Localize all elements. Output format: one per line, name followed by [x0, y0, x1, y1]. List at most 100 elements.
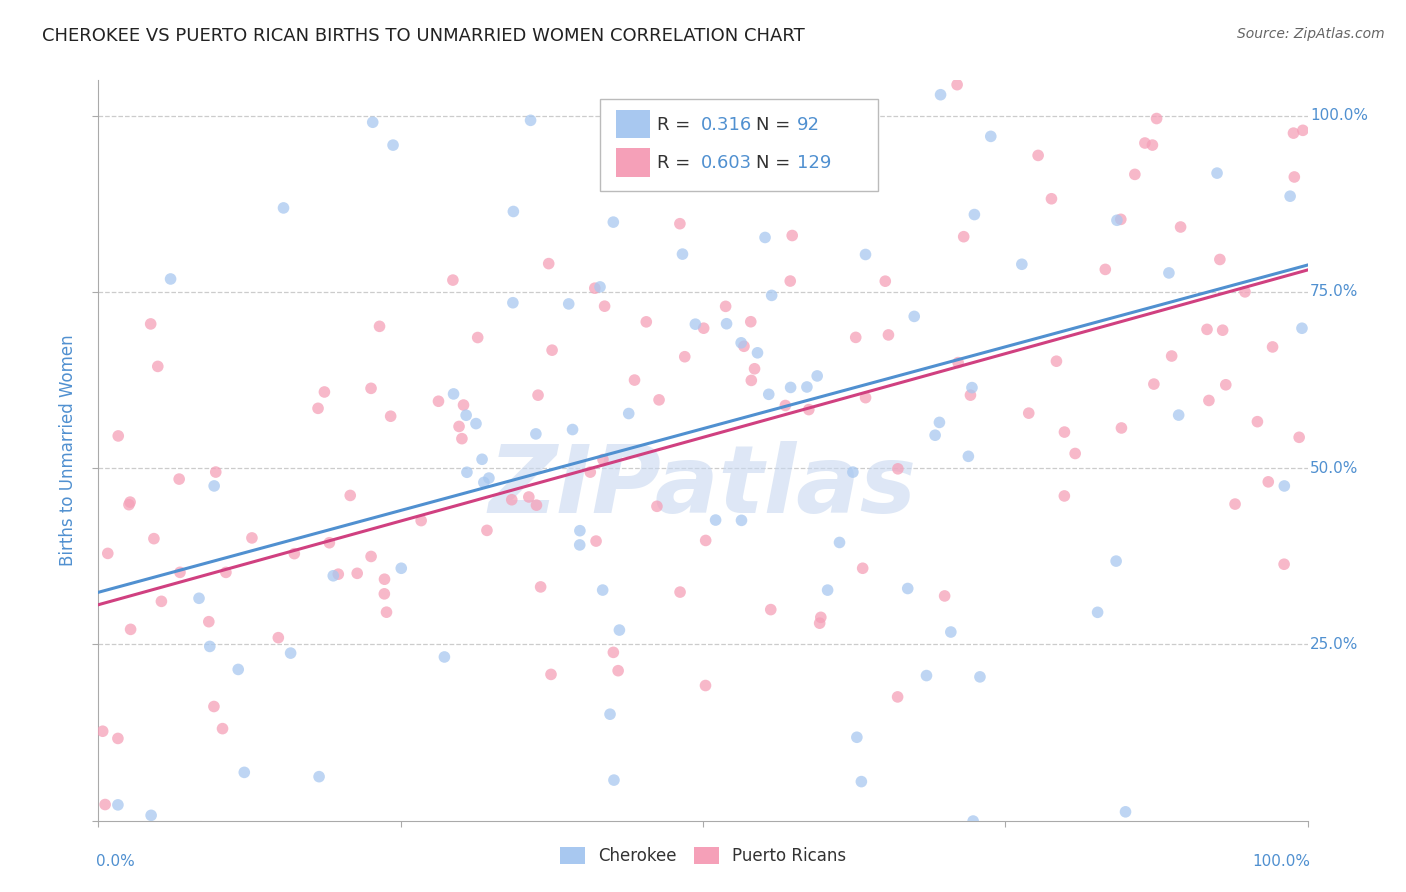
Text: CHEROKEE VS PUERTO RICAN BIRTHS TO UNMARRIED WOMEN CORRELATION CHART: CHEROKEE VS PUERTO RICAN BIRTHS TO UNMAR…: [42, 27, 804, 45]
Point: [585, 534, 607, 549]
Text: 0.316: 0.316: [700, 116, 752, 134]
Point: [299, 837, 322, 851]
Point: [1167, 408, 1189, 422]
Point: [1053, 425, 1076, 439]
Point: [645, 500, 668, 514]
Point: [1064, 446, 1087, 460]
Point: [159, 272, 181, 286]
Point: [150, 594, 173, 608]
Point: [107, 797, 129, 812]
Point: [810, 610, 832, 624]
Point: [1018, 406, 1040, 420]
Point: [339, 488, 361, 502]
Point: [1011, 257, 1033, 271]
Point: [120, 495, 142, 509]
Bar: [616, 110, 650, 138]
Point: [1223, 497, 1246, 511]
Point: [1206, 166, 1229, 180]
Point: [957, 450, 980, 464]
Point: [139, 808, 162, 822]
Point: [1246, 415, 1268, 429]
Point: [617, 407, 640, 421]
Point: [517, 490, 540, 504]
Point: [226, 662, 249, 676]
Point: [946, 78, 969, 92]
Point: [1291, 321, 1313, 335]
Point: [307, 401, 329, 416]
Point: [1045, 354, 1067, 368]
Point: [1026, 148, 1049, 162]
Point: [897, 582, 920, 596]
Bar: [616, 148, 650, 177]
Text: 50.0%: 50.0%: [1310, 460, 1358, 475]
Point: [842, 465, 865, 479]
Point: [886, 690, 908, 704]
Point: [530, 580, 553, 594]
Point: [806, 368, 828, 383]
Point: [716, 317, 738, 331]
Point: [1288, 430, 1310, 444]
Point: [924, 428, 946, 442]
Point: [308, 770, 330, 784]
Point: [740, 373, 762, 387]
Point: [447, 419, 470, 434]
Point: [1160, 349, 1182, 363]
Point: [443, 387, 465, 401]
Point: [602, 645, 624, 659]
Point: [599, 707, 621, 722]
Text: 25.0%: 25.0%: [1310, 637, 1358, 652]
Point: [527, 388, 550, 402]
Point: [107, 731, 129, 746]
Point: [852, 561, 875, 575]
Point: [928, 416, 950, 430]
Point: [169, 566, 191, 580]
Point: [204, 465, 226, 479]
Point: [959, 388, 981, 402]
Point: [382, 138, 405, 153]
Point: [648, 392, 671, 407]
Point: [211, 722, 233, 736]
Point: [797, 402, 820, 417]
Point: [1195, 322, 1218, 336]
Point: [903, 310, 925, 324]
Text: N =: N =: [756, 116, 790, 134]
Point: [779, 274, 801, 288]
Text: 0.603: 0.603: [700, 154, 752, 172]
Point: [851, 774, 873, 789]
Point: [433, 650, 456, 665]
Point: [754, 230, 776, 244]
Text: R =: R =: [657, 154, 690, 172]
Point: [855, 247, 877, 261]
Point: [875, 274, 897, 288]
Point: [1143, 377, 1166, 392]
Point: [441, 273, 464, 287]
Point: [346, 566, 368, 581]
Point: [592, 452, 614, 467]
Point: [283, 547, 305, 561]
Point: [1040, 192, 1063, 206]
Point: [1272, 558, 1295, 572]
Point: [267, 631, 290, 645]
Point: [1105, 554, 1128, 568]
Point: [557, 297, 579, 311]
Point: [969, 670, 991, 684]
Point: [501, 492, 523, 507]
Point: [1212, 323, 1234, 337]
Point: [167, 472, 190, 486]
Point: [730, 335, 752, 350]
Y-axis label: Births to Unmarried Women: Births to Unmarried Women: [59, 334, 77, 566]
Point: [579, 465, 602, 479]
Text: Source: ZipAtlas.com: Source: ZipAtlas.com: [1237, 27, 1385, 41]
Point: [389, 561, 412, 575]
Point: [456, 409, 478, 423]
Point: [602, 215, 624, 229]
Point: [740, 315, 762, 329]
Point: [375, 605, 398, 619]
Point: [537, 257, 560, 271]
Point: [758, 387, 780, 401]
Point: [328, 567, 350, 582]
Point: [962, 814, 984, 828]
Point: [759, 602, 782, 616]
Point: [568, 524, 591, 538]
Point: [623, 373, 645, 387]
